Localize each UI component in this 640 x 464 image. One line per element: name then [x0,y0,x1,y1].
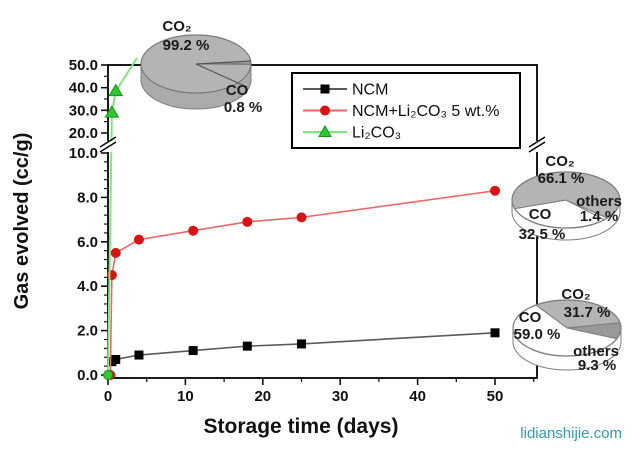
x-tick-label: 20 [254,388,271,405]
pie-slice-name: others [576,193,622,210]
x-tick-label: 0 [104,388,112,405]
pie-slice-name: CO [226,82,249,99]
pie-slice-name: CO₂ [545,153,574,170]
marker-square [490,328,500,338]
y-tick-label: 30.0 [69,102,98,119]
marker-square [242,341,252,351]
y-tick-label: 8.0 [77,189,98,206]
marker-circle [106,270,117,281]
y-tick-label: 50.0 [69,57,98,74]
legend: NCM NCM+Li₂CO₃ 5 wt.% Li₂CO₃ [291,72,521,149]
y-tick-label: 6.0 [77,234,98,251]
y-tick-label: 0.0 [77,367,98,384]
legend-label: Li₂CO₃ [352,125,401,142]
marker-square [134,350,144,360]
marker-circle [490,185,500,196]
marker-circle [242,216,253,227]
marker-triangle [104,105,120,118]
pie-slice-name: CO [519,309,542,326]
pie-slice-name: CO₂ [561,286,590,303]
pie-leader-line [195,63,248,88]
pie-slice-pct: 99.2 % [163,37,210,54]
watermark: lidianshijie.com [520,425,622,442]
pie-slice-pct: 1.4 % [580,208,618,225]
pie-rim [511,171,621,229]
marker-circle [296,212,307,223]
y-tick-label: 4.0 [77,278,98,295]
legend-label: NCM [352,82,388,99]
pie-slice-name: CO [529,206,552,223]
axis-break-slash [99,141,117,153]
axis-break-slash [528,141,546,153]
x-axis-title: Storage time (days) [204,415,399,438]
legend-marker-square [320,84,330,94]
marker-circle [133,234,144,245]
y-tick-label: 40.0 [69,80,98,97]
pie-leader-line [195,60,252,65]
marker-square [297,339,306,349]
pie-slice-name: others [573,343,619,360]
y-tick-label: 2.0 [77,323,98,340]
pie-slice-pct: 32.5 % [519,226,566,243]
axis-break-slash [99,136,117,148]
x-tick-label: 30 [332,388,349,405]
pie-slice-pct: 31.7 % [564,304,611,321]
marker-square [111,354,121,364]
legend-marker-triangle [318,124,332,137]
y-tick-label: 10.0 [69,145,98,162]
legend-marker-circle [320,105,330,116]
legend-label: NCM+Li₂CO₃ 5 wt.% [352,103,499,120]
pie-slice-pct: 66.1 % [538,170,585,187]
marker-triangle [108,83,124,97]
pie-slice-pct: 0.8 % [224,99,262,116]
axes: 0 10 20 30 40 50 0.0 2.0 4.0 6.0 8.0 10.0 20.0 30.0 40… [69,57,535,405]
pie-slice-pct: 59.0 % [514,326,561,343]
y-tick-label: 20.0 [69,125,98,142]
pie-slice-name: CO₂ [162,18,191,35]
pie-slice-pct: 9.3 % [578,357,616,374]
marker-circle [110,247,121,258]
x-tick-label: 40 [409,388,426,405]
pie-rim [512,299,622,357]
pie-li2co3-gas: CO₂ 99.2 % CO0.8 % [140,18,262,116]
marker-origin-dot [103,370,113,380]
axis-break-marks [99,136,546,153]
x-tick-label: 50 [487,388,504,405]
pie-rim [140,34,252,94]
marker-circle [188,225,199,236]
data-series [103,57,500,380]
y-axis-title: Gas evolved (cc/g) [11,133,33,310]
x-tick-label: 10 [177,388,194,405]
marker-square [188,346,198,356]
axis-break-slash [528,136,546,148]
series-line-2 [107,57,138,376]
